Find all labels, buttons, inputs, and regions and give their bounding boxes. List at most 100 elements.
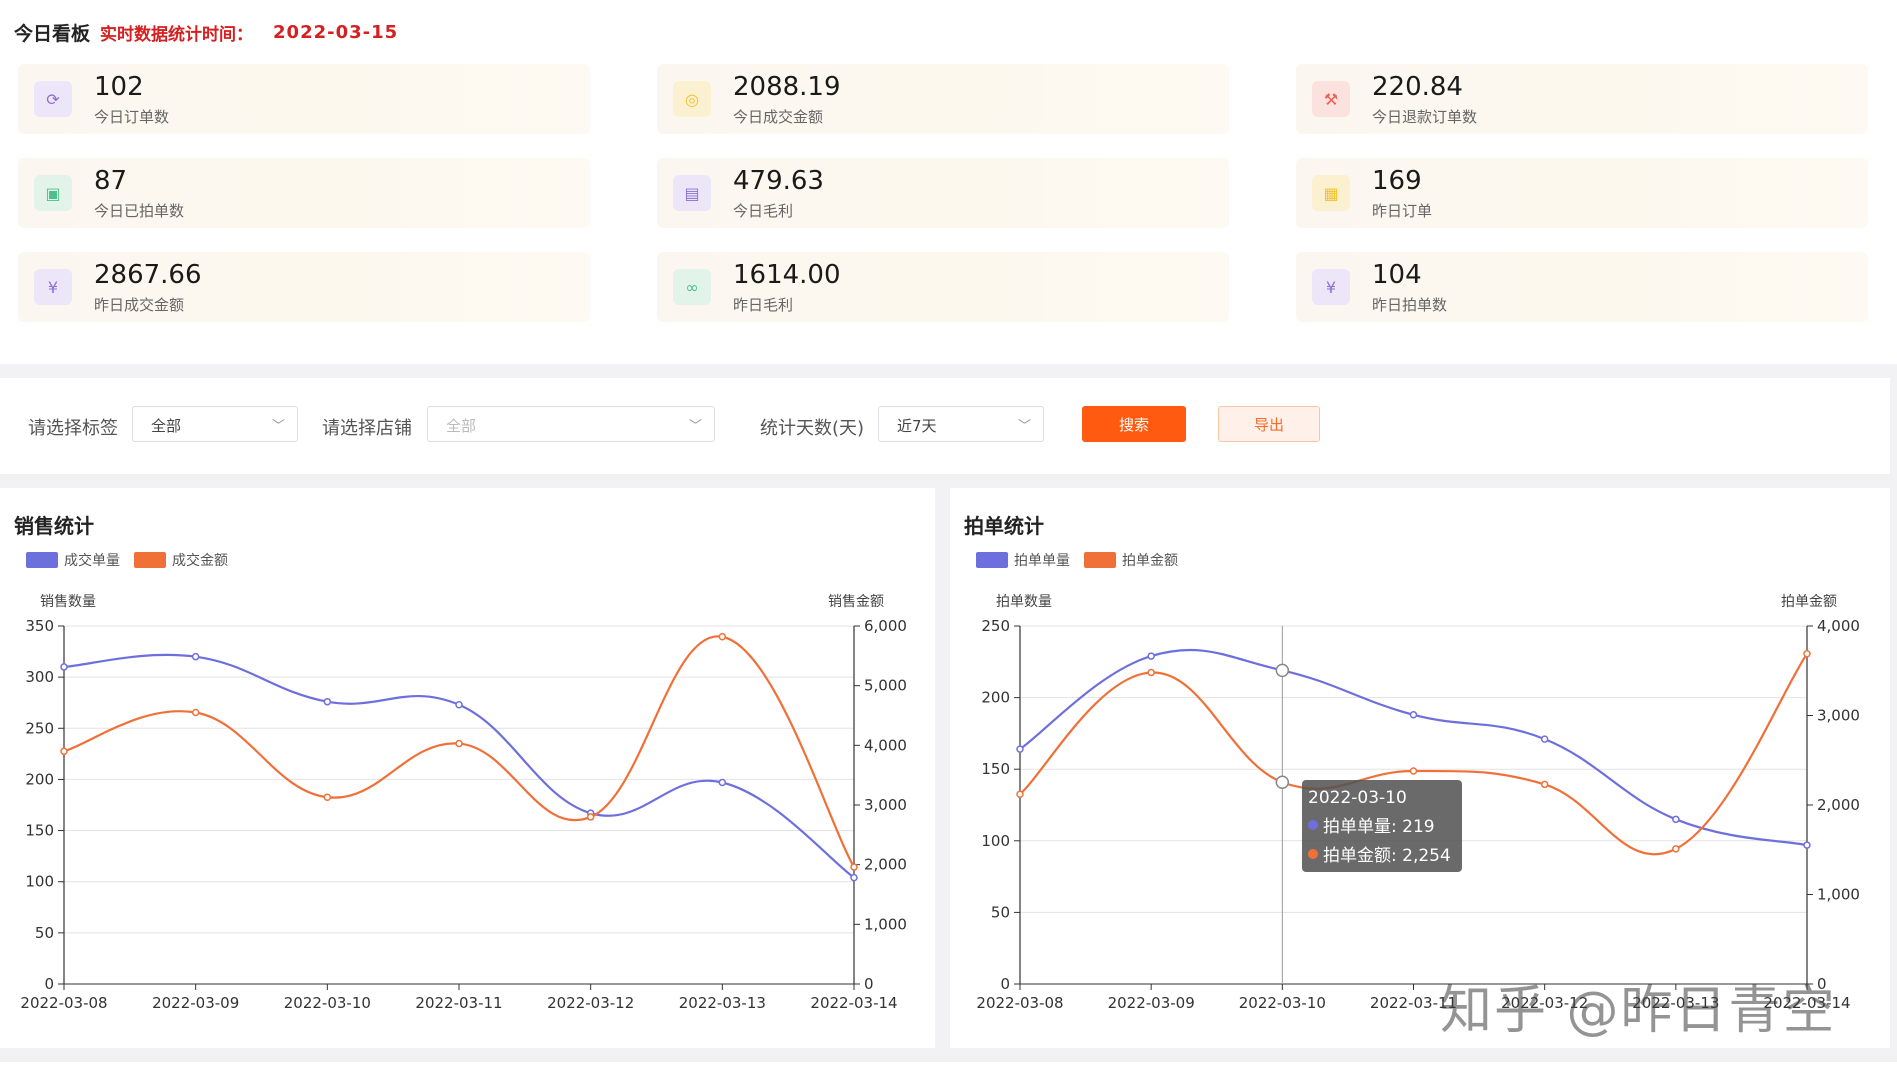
left-axis-tick-label: 0 <box>44 975 54 993</box>
x-axis-tick-label: 2022-03-11 <box>415 994 502 1012</box>
export-button[interactable]: 导出 <box>1218 406 1320 442</box>
sales-line-chart: 销售数量 销售金额 0 50 100 150 200 250 300 350 0 1,000 2,000… <box>20 594 907 1012</box>
stat-card: ▤ 479.63 今日毛利 <box>657 158 1229 228</box>
legend-item[interactable]: 拍单单量 <box>976 550 1070 570</box>
data-point <box>1275 663 1290 678</box>
today-board: 今日看板 实时数据统计时间： 2022-03-15 ⟳ 102 今日订单数 ◎ 2088… <box>0 0 1897 364</box>
next-section-strip <box>0 1062 1897 1080</box>
store-select[interactable]: 全部 ﹀ <box>427 406 715 442</box>
stat-label: 今日退款订单数 <box>1372 108 1478 126</box>
right-axis-tick-label: 4,000 <box>864 736 907 754</box>
sales-chart-panel: 销售统计 成交单量 成交金额 销售数量 销售金额 0 50 100 150 200 250 30… <box>0 488 935 1048</box>
store-label: 请选择店铺 <box>322 418 412 439</box>
stat-value: 2867.66 <box>94 260 202 290</box>
stat-label: 今日已拍单数 <box>94 202 185 220</box>
board-title: 今日看板 <box>14 22 91 45</box>
order-chart-panel: 拍单统计 拍单单量 拍单金额 拍单数量 拍单金额 0 50 100 150 200 250 0 1… <box>950 488 1890 1048</box>
x-axis-tick-label: 2022-03-08 <box>20 994 107 1012</box>
legend-item[interactable]: 拍单金额 <box>1084 550 1178 570</box>
chart-tooltip: 2022-03-10 拍单单量: 219 拍单金额: 2,254 <box>1302 780 1462 872</box>
legend-swatch <box>976 552 1008 568</box>
stat-label: 昨日订单 <box>1372 202 1433 220</box>
stat-value: 87 <box>94 166 128 196</box>
stat-value: 102 <box>94 72 144 102</box>
sales-chart-legend: 成交单量 成交金额 <box>26 550 228 570</box>
legend-item[interactable]: 成交金额 <box>134 550 228 570</box>
left-axis-tick-label: 200 <box>981 689 1010 707</box>
series-line-2 <box>63 635 855 868</box>
left-axis-tick-label: 250 <box>981 617 1010 635</box>
data-point <box>323 697 332 706</box>
tag-label: 请选择标签 <box>28 418 118 439</box>
data-point <box>455 701 463 709</box>
left-axis-tick-label: 150 <box>981 760 1010 778</box>
left-axis-tick-label: 100 <box>25 873 54 891</box>
x-axis-tick-label: 2022-03-13 <box>679 994 766 1012</box>
tooltip-dot <box>1308 848 1318 859</box>
data-point <box>850 873 858 882</box>
days-select-value: 近7天 <box>897 417 937 435</box>
tooltip-row: 拍单单量: 219 <box>1308 812 1456 837</box>
tooltip-date: 2022-03-10 <box>1308 788 1407 808</box>
data-point <box>191 652 200 661</box>
filter-bar: 请选择标签 全部 ﹀ 请选择店铺 全部 ﹀ 统计天数(天) 近7天 ﹀ 搜索 导… <box>0 378 1890 474</box>
x-axis-tick-label: 2022-03-12 <box>547 994 634 1012</box>
data-point <box>718 632 727 641</box>
data-point <box>1147 668 1155 677</box>
stat-value: 220.84 <box>1372 72 1463 102</box>
stat-label: 今日毛利 <box>733 202 794 220</box>
right-axis-tick-label: 2,000 <box>1817 796 1860 814</box>
order-chart-legend: 拍单单量 拍单金额 <box>976 550 1178 570</box>
data-point <box>1147 652 1155 660</box>
stat-label: 昨日成交金额 <box>94 296 185 314</box>
data-point <box>1016 745 1024 753</box>
stat-value: 104 <box>1372 260 1422 290</box>
data-point <box>1672 815 1680 824</box>
wallet-icon: ▤ <box>673 175 711 211</box>
stat-value: 2088.19 <box>733 72 841 102</box>
x-axis-tick-label: 2022-03-09 <box>152 994 239 1012</box>
data-point <box>323 793 332 801</box>
stat-value: 479.63 <box>733 166 824 196</box>
data-point <box>60 747 68 756</box>
tag-select-value: 全部 <box>151 417 182 435</box>
legend-item[interactable]: 成交单量 <box>26 550 120 570</box>
note-icon: ▦ <box>1312 175 1350 211</box>
watermark-text: 知乎 @昨日青空 <box>1440 981 1837 1041</box>
tooltip-row: 拍单金额: 2,254 <box>1308 841 1456 866</box>
coins-icon: ◎ <box>673 81 711 117</box>
x-axis-tick-label: 2022-03-09 <box>1108 994 1195 1012</box>
legend-label: 拍单金额 <box>1122 553 1178 569</box>
legend-swatch <box>1084 552 1116 568</box>
money-icon: ¥ <box>34 269 72 305</box>
left-axis-tick-label: 200 <box>25 770 54 788</box>
data-point <box>1409 767 1418 775</box>
x-axis-tick-label: 2022-03-14 <box>1763 994 1850 1012</box>
tooltip-row-text: 拍单金额: 2,254 <box>1323 846 1451 866</box>
data-point <box>1672 845 1680 853</box>
chevron-down-icon: ﹀ <box>271 419 285 434</box>
x-axis-tick-label: 2022-03-13 <box>1632 994 1719 1012</box>
data-point <box>1409 711 1418 719</box>
legend-label: 成交单量 <box>64 553 120 569</box>
tag-select[interactable]: 全部 ﹀ <box>132 406 298 442</box>
left-axis-tick-label: 300 <box>25 668 54 686</box>
board-header: 今日看板 实时数据统计时间： 2022-03-15 <box>14 20 398 45</box>
board-subtitle: 实时数据统计时间： <box>100 24 254 45</box>
tablet-icon: ▣ <box>34 175 72 211</box>
stat-value: 1614.00 <box>733 260 841 290</box>
search-button[interactable]: 搜索 <box>1082 406 1186 442</box>
stat-card: ▣ 87 今日已拍单数 <box>18 158 590 228</box>
series-line-1 <box>63 653 855 879</box>
data-point <box>718 778 727 787</box>
stat-card: ▦ 169 昨日订单 <box>1296 158 1868 228</box>
stat-card: ¥104 昨日拍单数 <box>1296 252 1868 322</box>
gavel-icon: ⚒ <box>1312 81 1350 117</box>
store-select-value: 全部 <box>446 417 477 435</box>
data-point <box>1540 735 1549 743</box>
x-axis-tick-label: 2022-03-10 <box>1239 994 1326 1012</box>
days-select[interactable]: 近7天 ﹀ <box>878 406 1044 442</box>
left-axis-tick-label: 150 <box>25 822 54 840</box>
stat-label: 今日成交金额 <box>733 108 824 126</box>
right-axis-tick-label: 1,000 <box>1817 886 1860 904</box>
